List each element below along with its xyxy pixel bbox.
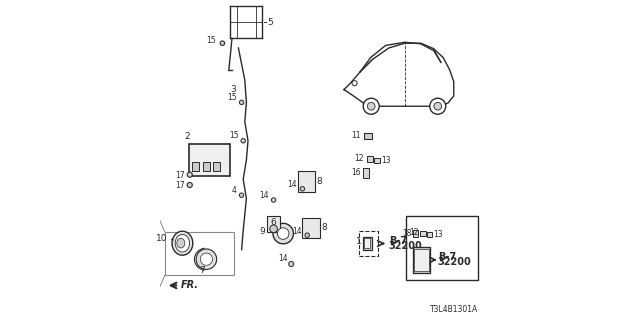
Bar — [189, 144, 230, 176]
Circle shape — [196, 249, 216, 269]
Text: 12: 12 — [355, 154, 364, 163]
Bar — [364, 133, 371, 139]
Ellipse shape — [177, 238, 185, 248]
Text: 7: 7 — [199, 266, 204, 275]
Bar — [213, 162, 220, 171]
Text: 15: 15 — [228, 132, 239, 140]
Bar — [192, 162, 199, 171]
Bar — [202, 162, 210, 171]
Text: 5: 5 — [268, 18, 273, 27]
Text: B-7: B-7 — [388, 236, 407, 246]
Text: 17: 17 — [175, 181, 185, 190]
Bar — [298, 171, 316, 192]
Text: 13: 13 — [381, 156, 390, 165]
Ellipse shape — [175, 234, 189, 252]
Circle shape — [367, 102, 375, 110]
Circle shape — [187, 182, 192, 188]
Text: 2: 2 — [184, 132, 190, 140]
Bar — [413, 247, 431, 273]
Circle shape — [364, 98, 380, 114]
Circle shape — [220, 41, 225, 45]
Circle shape — [200, 253, 212, 265]
Circle shape — [305, 233, 310, 237]
Text: 6: 6 — [270, 218, 276, 227]
Bar — [364, 238, 370, 248]
Circle shape — [434, 102, 442, 110]
Circle shape — [270, 225, 278, 233]
Text: 8: 8 — [322, 223, 327, 232]
Bar — [420, 231, 426, 236]
Text: 13: 13 — [434, 230, 444, 239]
Circle shape — [273, 223, 293, 244]
Text: 32200: 32200 — [388, 241, 422, 251]
Text: 16: 16 — [351, 168, 361, 177]
Text: FR.: FR. — [181, 280, 199, 291]
Circle shape — [271, 198, 276, 202]
Bar — [427, 232, 433, 237]
Text: 14: 14 — [287, 180, 297, 188]
Bar — [413, 230, 419, 237]
Text: 14: 14 — [278, 254, 287, 263]
Bar — [413, 247, 431, 273]
Bar — [362, 237, 371, 250]
Circle shape — [278, 228, 289, 239]
Bar — [302, 218, 320, 238]
Bar — [415, 249, 429, 271]
Circle shape — [430, 98, 445, 114]
Circle shape — [241, 139, 246, 143]
Text: 10: 10 — [156, 234, 167, 243]
Text: 17: 17 — [175, 171, 185, 180]
Text: 14: 14 — [292, 227, 302, 236]
Bar — [367, 156, 373, 162]
Text: 8: 8 — [317, 177, 323, 186]
Text: 18: 18 — [403, 229, 412, 238]
Text: 4: 4 — [232, 186, 237, 195]
Text: 9: 9 — [260, 228, 266, 236]
Ellipse shape — [172, 231, 193, 255]
Circle shape — [239, 100, 244, 105]
Text: B-7: B-7 — [438, 252, 456, 262]
Text: T3L4B1301A: T3L4B1301A — [430, 305, 479, 314]
Bar — [364, 168, 369, 178]
Circle shape — [187, 172, 192, 177]
Circle shape — [300, 187, 305, 191]
Circle shape — [239, 193, 244, 197]
Circle shape — [289, 261, 294, 267]
Bar — [406, 216, 479, 280]
Text: 1: 1 — [356, 237, 361, 246]
Text: 11: 11 — [351, 131, 361, 140]
Text: 14: 14 — [259, 191, 269, 200]
Text: 3: 3 — [230, 85, 236, 94]
Text: 32200: 32200 — [438, 257, 472, 267]
Bar — [268, 216, 280, 232]
Text: 12: 12 — [409, 228, 419, 237]
Text: 15: 15 — [227, 93, 237, 102]
Circle shape — [352, 81, 357, 86]
Bar — [359, 231, 378, 256]
Bar — [374, 158, 380, 163]
Bar — [165, 232, 234, 275]
Text: 15: 15 — [205, 36, 215, 44]
